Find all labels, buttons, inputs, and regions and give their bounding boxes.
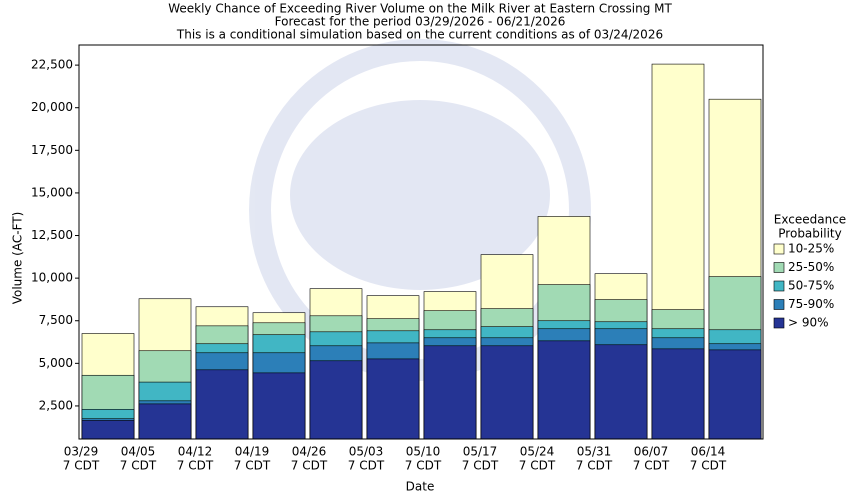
y-axis-label: Volume (AC-FT) (11, 212, 25, 305)
chart-title: Weekly Chance of Exceeding River Volume … (168, 2, 672, 16)
legend-swatch (773, 262, 785, 273)
x-tick-label: 06/07 (634, 445, 669, 459)
bar (594, 344, 648, 440)
bar (195, 369, 249, 440)
y-tick-label: 20,000 (31, 100, 73, 114)
y-tick-label: 15,000 (31, 185, 73, 199)
bar (81, 420, 135, 440)
x-tick-label: 7 CDT (63, 459, 100, 473)
chart-subtitle: This is a conditional simulation based o… (176, 28, 663, 42)
y-tick-label: 22,500 (31, 58, 73, 72)
plot-frame (78, 44, 764, 440)
chart-subtitle: Forecast for the period 03/29/2026 - 06/… (275, 15, 566, 29)
x-tick-label: 05/31 (577, 445, 612, 459)
legend-swatch (773, 299, 785, 310)
x-tick-label: 7 CDT (690, 459, 727, 473)
x-tick-label: 04/12 (178, 445, 213, 459)
x-tick-label: 05/10 (406, 445, 441, 459)
bar (651, 348, 705, 440)
x-tick-label: 05/24 (520, 445, 555, 459)
x-tick-label: 05/17 (463, 445, 498, 459)
x-tick-label: 7 CDT (633, 459, 670, 473)
x-tick-label: 04/26 (292, 445, 327, 459)
bar (309, 360, 363, 440)
legend-label: 10-25% (788, 242, 834, 256)
y-tick-label: 17,500 (31, 143, 73, 157)
legend-label: 50-75% (788, 279, 834, 293)
legend-title: Exceedance (774, 213, 846, 227)
y-tick-label: 12,500 (31, 228, 73, 242)
x-tick-label: 7 CDT (405, 459, 442, 473)
bar (138, 403, 192, 440)
legend-label: 25-50% (788, 260, 834, 274)
legend-swatch (773, 243, 785, 255)
x-tick-label: 7 CDT (348, 459, 385, 473)
x-tick-label: 7 CDT (120, 459, 157, 473)
x-tick-label: 7 CDT (462, 459, 499, 473)
legend-label: > 90% (788, 316, 829, 330)
legend-title: Probability (778, 227, 841, 241)
x-tick-label: 7 CDT (177, 459, 214, 473)
watermark (249, 39, 591, 381)
bar (366, 358, 420, 440)
x-tick-label: 04/19 (235, 445, 270, 459)
bar (423, 345, 477, 440)
bar (480, 345, 534, 440)
y-tick-label: 2,500 (39, 398, 73, 412)
x-tick-label: 05/03 (349, 445, 384, 459)
x-tick-label: 03/29 (64, 445, 99, 459)
bar (537, 340, 591, 440)
y-tick-label: 5,000 (39, 356, 73, 370)
legend-swatch (773, 280, 785, 292)
y-tick-label: 7,500 (39, 313, 73, 327)
y-tick-label: 10,000 (31, 271, 73, 285)
x-axis-label: Date (406, 480, 435, 494)
legend-label: 75-90% (788, 297, 834, 311)
x-tick-label: 7 CDT (234, 459, 271, 473)
x-tick-label: 7 CDT (291, 459, 328, 473)
bar (708, 349, 762, 440)
x-tick-label: 06/14 (691, 445, 726, 459)
x-tick-label: 04/05 (121, 445, 156, 459)
bar (252, 372, 306, 440)
x-tick-label: 7 CDT (576, 459, 613, 473)
x-tick-label: 7 CDT (519, 459, 556, 473)
legend-swatch (773, 317, 785, 329)
